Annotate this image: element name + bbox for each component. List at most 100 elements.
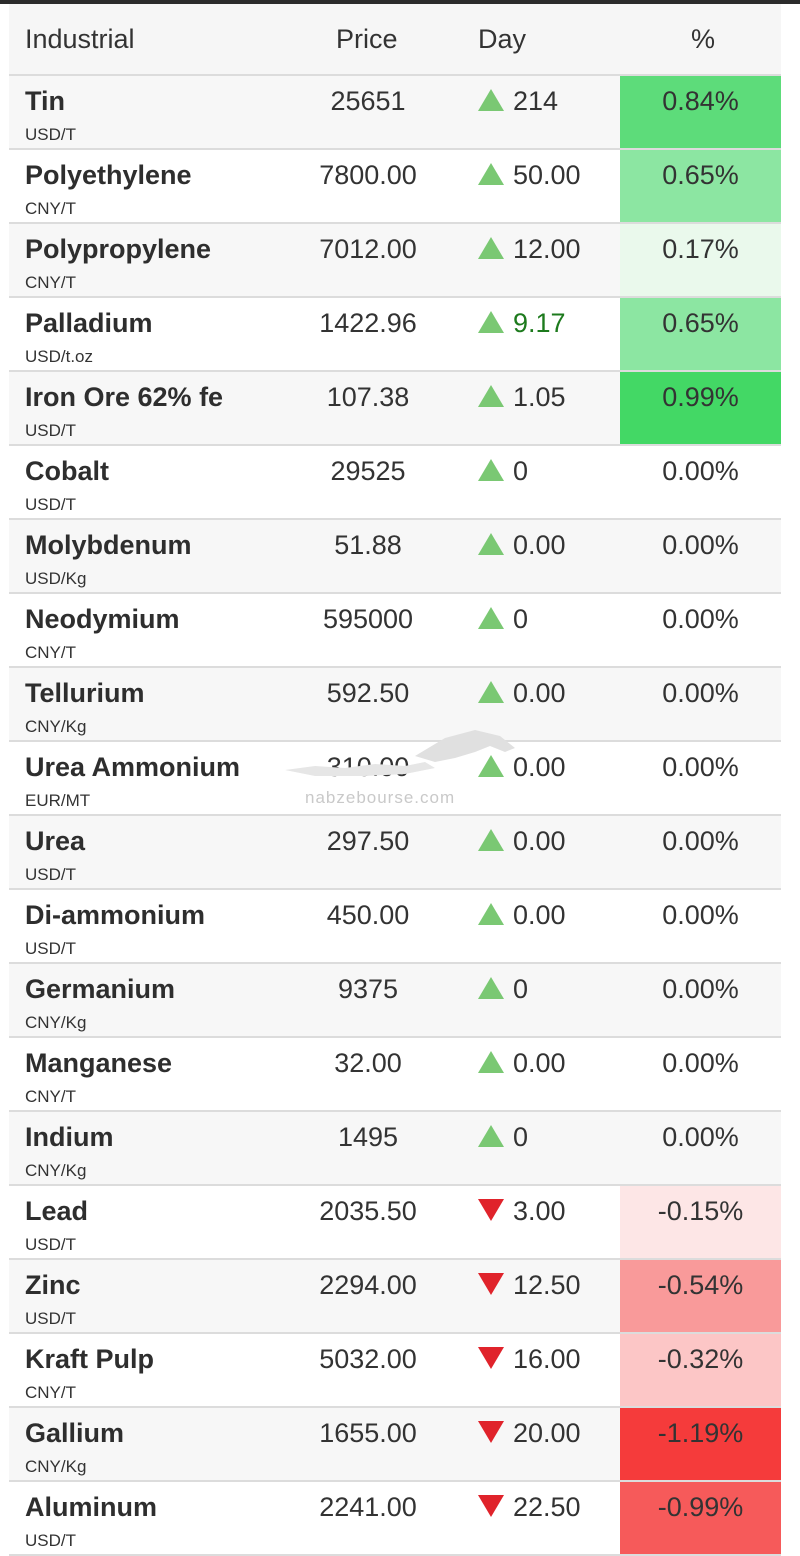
commodity-price: 310.00 <box>326 752 410 782</box>
percent-change: -0.32% <box>657 1344 744 1374</box>
percent-change-cell: 0.00% <box>620 668 781 740</box>
table-body: Tin USD/T 25651 214 0.84% Polyethylene CNY/T 78… <box>9 76 781 1556</box>
percent-change: -0.15% <box>657 1196 744 1226</box>
day-change: 0.00 <box>513 530 566 560</box>
percent-change-cell: 0.65% <box>620 298 781 370</box>
commodity-unit: CNY/Kg <box>25 1013 87 1032</box>
commodity-unit: USD/t.oz <box>25 347 94 366</box>
up-arrow-icon <box>477 902 505 926</box>
up-arrow-icon <box>477 532 505 556</box>
commodity-name: Palladium <box>25 308 153 338</box>
up-arrow-icon <box>477 1124 505 1148</box>
commodity-name: Manganese <box>25 1048 173 1078</box>
table-row[interactable]: Neodymium CNY/T 595000 0 0.00% <box>9 594 781 668</box>
up-arrow-icon <box>477 1050 505 1074</box>
table-row[interactable]: Molybdenum USD/Kg 51.88 0.00 0.00% <box>9 520 781 594</box>
commodity-unit: CNY/T <box>25 199 76 218</box>
down-arrow-icon <box>477 1494 505 1518</box>
table-row[interactable]: Gallium CNY/Kg 1655.00 20.00 -1.19% <box>9 1408 781 1482</box>
table-row[interactable]: Aluminum USD/T 2241.00 22.50 -0.99% <box>9 1482 781 1556</box>
up-arrow-icon <box>477 384 505 408</box>
percent-change: 0.00% <box>662 456 739 486</box>
commodity-unit: CNY/T <box>25 643 76 662</box>
percent-change-cell: 0.00% <box>620 594 781 666</box>
table-header: Industrial Price Day % <box>9 4 781 76</box>
table-row[interactable]: Polyethylene CNY/T 7800.00 50.00 0.65% <box>9 150 781 224</box>
down-arrow-icon <box>477 1420 505 1444</box>
table-row[interactable]: Urea USD/T 297.50 0.00 0.00% <box>9 816 781 890</box>
commodity-name: Germanium <box>25 974 176 1004</box>
table-row[interactable]: Polypropylene CNY/T 7012.00 12.00 0.17% <box>9 224 781 298</box>
commodity-name: Polyethylene <box>25 160 192 190</box>
commodity-unit: USD/T <box>25 1235 76 1254</box>
commodity-unit: CNY/T <box>25 1383 76 1402</box>
header-industrial[interactable]: Industrial <box>25 24 135 54</box>
percent-change: 0.00% <box>662 530 739 560</box>
table-row[interactable]: Di-ammonium USD/T 450.00 0.00 0.00% <box>9 890 781 964</box>
commodity-price: 32.00 <box>334 1048 402 1078</box>
commodity-unit: CNY/Kg <box>25 717 87 736</box>
commodity-name: Molybdenum <box>25 530 192 560</box>
percent-change-cell: -0.99% <box>620 1482 781 1554</box>
table-row[interactable]: Cobalt USD/T 29525 0 0.00% <box>9 446 781 520</box>
up-arrow-icon <box>477 976 505 1000</box>
commodity-price: 51.88 <box>334 530 402 560</box>
commodity-price: 25651 <box>330 86 406 116</box>
percent-change-cell: 0.99% <box>620 372 781 444</box>
commodity-price: 450.00 <box>326 900 410 930</box>
percent-change: 0.65% <box>662 308 739 338</box>
commodity-price: 107.38 <box>326 382 410 412</box>
commodity-name: Tellurium <box>25 678 145 708</box>
percent-change-cell: 0.65% <box>620 150 781 222</box>
table-row[interactable]: Manganese CNY/T 32.00 0.00 0.00% <box>9 1038 781 1112</box>
table-row[interactable]: Iron Ore 62% fe USD/T 107.38 1.05 0.99% <box>9 372 781 446</box>
table-row[interactable]: Indium CNY/Kg 1495 0 0.00% <box>9 1112 781 1186</box>
commodity-unit: USD/T <box>25 1309 76 1328</box>
header-day[interactable]: Day <box>478 24 527 54</box>
up-arrow-icon <box>477 606 505 630</box>
commodity-price: 5032.00 <box>319 1344 417 1374</box>
percent-change: -0.99% <box>657 1492 744 1522</box>
table-row[interactable]: Zinc USD/T 2294.00 12.50 -0.54% <box>9 1260 781 1334</box>
commodity-name: Urea <box>25 826 86 856</box>
commodity-unit: USD/Kg <box>25 569 87 588</box>
commodity-unit: CNY/Kg <box>25 1161 87 1180</box>
percent-change-cell: -1.19% <box>620 1408 781 1480</box>
percent-change-cell: 0.17% <box>620 224 781 296</box>
table-row[interactable]: Tellurium CNY/Kg 592.50 0.00 0.00% <box>9 668 781 742</box>
table-row[interactable]: Urea Ammonium EUR/MT 310.00 0.00 0.00% <box>9 742 781 816</box>
commodity-price: 1495 <box>337 1122 399 1152</box>
percent-change-cell: -0.15% <box>620 1186 781 1258</box>
down-arrow-icon <box>477 1198 505 1222</box>
percent-change: 0.00% <box>662 1122 739 1152</box>
percent-change-cell: 0.00% <box>620 1038 781 1110</box>
day-change: 0.00 <box>513 752 566 782</box>
day-change: 22.50 <box>513 1492 581 1522</box>
table-row[interactable]: Tin USD/T 25651 214 0.84% <box>9 76 781 150</box>
commodity-name: Urea Ammonium <box>25 752 241 782</box>
percent-change: 0.00% <box>662 752 739 782</box>
day-change: 0 <box>513 604 529 634</box>
percent-change-cell: 0.00% <box>620 520 781 592</box>
percent-change-cell: 0.00% <box>620 1112 781 1184</box>
top-status-bar <box>0 0 800 4</box>
table-row[interactable]: Palladium USD/t.oz 1422.96 9.17 0.65% <box>9 298 781 372</box>
commodity-unit: USD/T <box>25 125 76 144</box>
percent-change: 0.00% <box>662 900 739 930</box>
table-row[interactable]: Germanium CNY/Kg 9375 0 0.00% <box>9 964 781 1038</box>
commodity-unit: CNY/Kg <box>25 1457 87 1476</box>
header-percent[interactable]: % <box>691 24 716 54</box>
percent-change: 0.84% <box>662 86 739 116</box>
header-price[interactable]: Price <box>336 24 398 54</box>
day-change: 20.00 <box>513 1418 581 1448</box>
commodity-price: 595000 <box>322 604 414 634</box>
percent-change-cell: 0.84% <box>620 76 781 148</box>
commodity-name: Lead <box>25 1196 89 1226</box>
table-row[interactable]: Kraft Pulp CNY/T 5032.00 16.00 -0.32% <box>9 1334 781 1408</box>
commodity-unit: USD/T <box>25 939 76 958</box>
percent-change-cell: 0.00% <box>620 890 781 962</box>
commodity-unit: EUR/MT <box>25 791 91 810</box>
table-row[interactable]: Lead USD/T 2035.50 3.00 -0.15% <box>9 1186 781 1260</box>
commodity-name: Tin <box>25 86 65 116</box>
day-change: 0.00 <box>513 826 566 856</box>
